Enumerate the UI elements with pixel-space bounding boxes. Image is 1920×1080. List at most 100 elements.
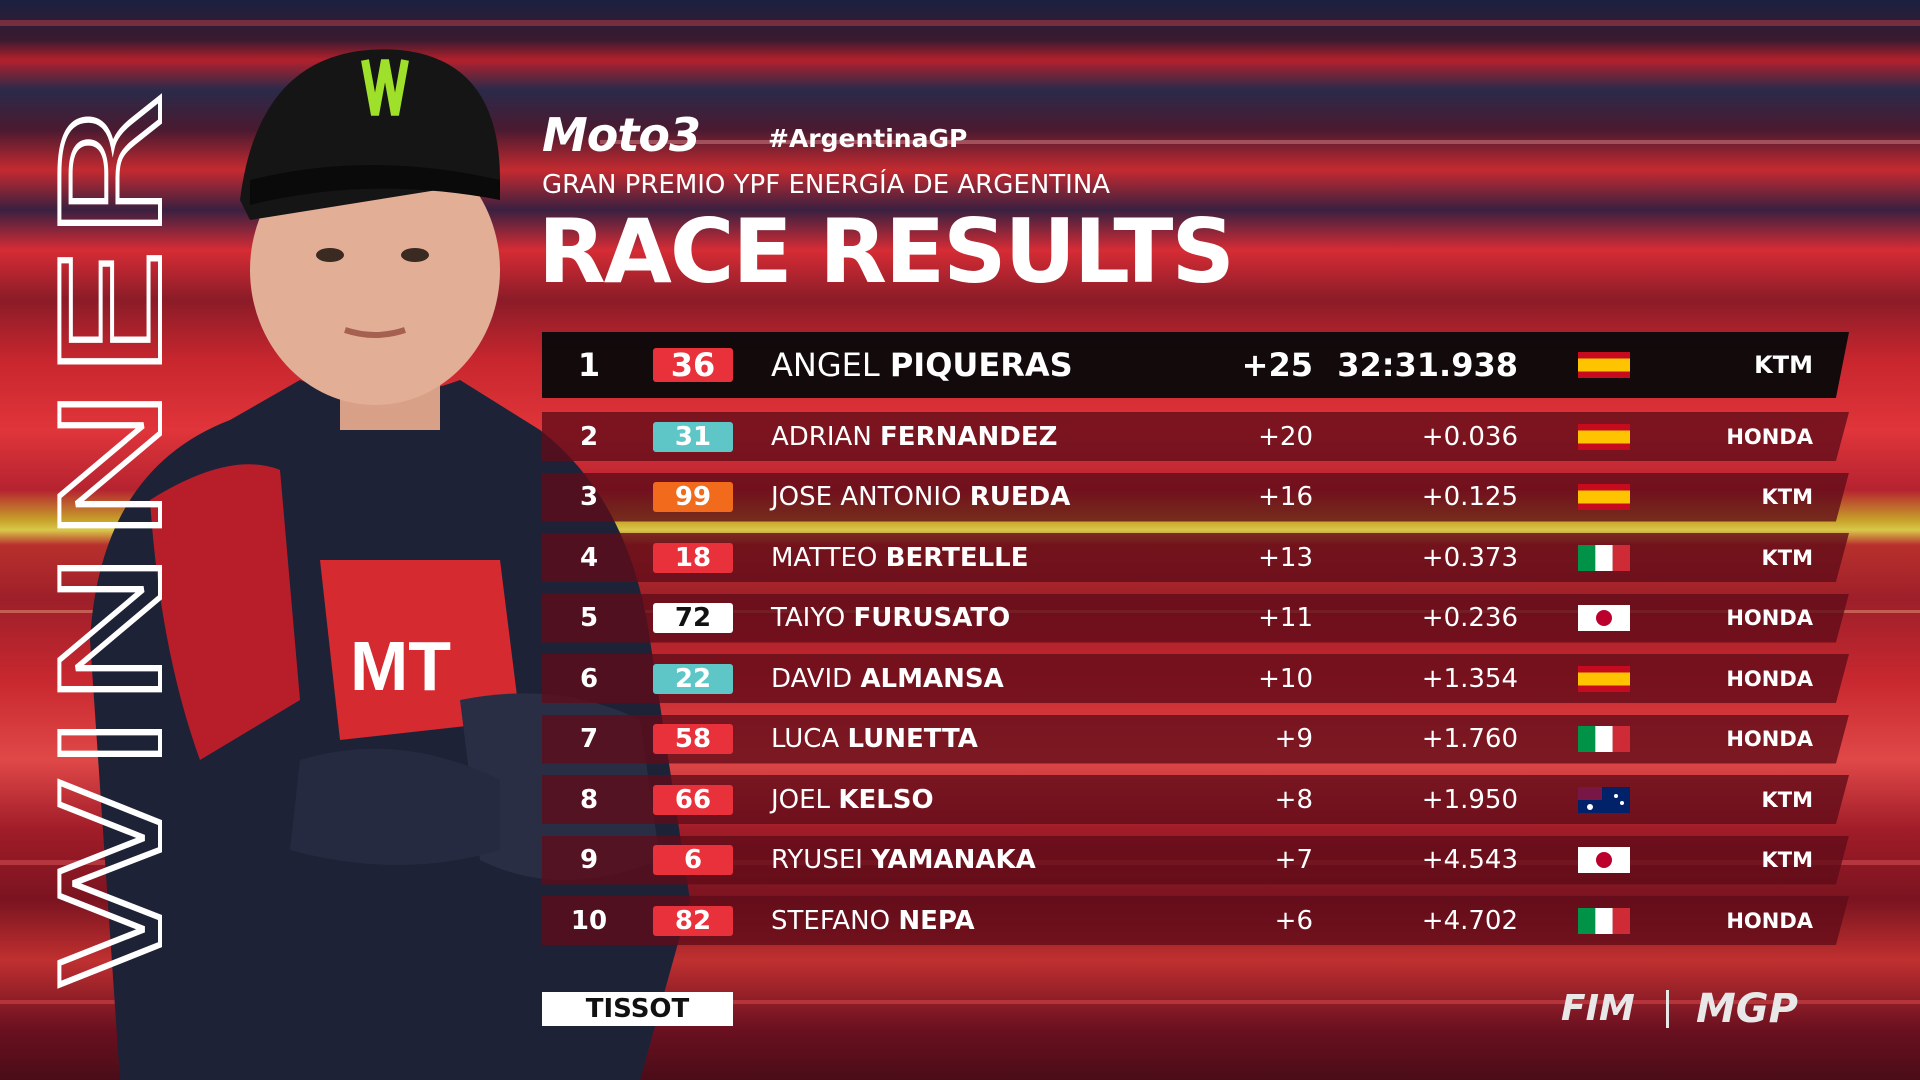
points: +25 — [1241, 346, 1313, 384]
rider-number: 36 — [653, 348, 733, 382]
flag — [1578, 726, 1630, 752]
title: RACE RESULTS — [538, 200, 1235, 303]
position: 10 — [570, 905, 608, 936]
time: +4.702 — [1421, 905, 1518, 936]
result-row: 7 58 LUCA LUNETTA +9 +1.760 HONDA — [542, 714, 1849, 764]
row-background — [542, 412, 1849, 461]
first-name: ANGEL — [771, 346, 880, 384]
time: +0.125 — [1421, 482, 1518, 512]
points: +11 — [1258, 603, 1313, 633]
first-name: RYUSEI — [771, 845, 863, 875]
position: 6 — [579, 663, 599, 694]
rider-number: 99 — [653, 482, 733, 512]
row-background — [542, 775, 1849, 824]
rider-number: 82 — [653, 905, 733, 936]
position: 3 — [579, 482, 599, 512]
position: 7 — [579, 724, 599, 754]
result-row: 4 18 MATTEO BERTELLE +13 +0.373 KTM — [542, 533, 1849, 582]
flag — [1578, 423, 1630, 450]
team: HONDA — [1726, 666, 1813, 691]
last-name: LUNETTA — [847, 724, 978, 754]
time: 32:31.938 — [1337, 346, 1518, 384]
time: +0.236 — [1421, 603, 1518, 633]
result-row: 1 36 ANGEL PIQUERAS +25 32:31.938 KTM — [542, 332, 1849, 398]
result-row: 9 6 RYUSEI YAMANAKA +7 +4.543 KTM — [542, 835, 1849, 885]
winner-label: WINNER — [32, 92, 193, 992]
points: +13 — [1258, 542, 1313, 573]
result-row: 10 82 STEFANO NEPA +6 +4.702 HONDA — [542, 896, 1849, 945]
last-name: BERTELLE — [885, 542, 1029, 573]
time: +4.543 — [1421, 845, 1518, 875]
mgp-logo: MGP — [1696, 986, 1798, 1032]
row-background — [542, 533, 1849, 582]
team: KTM — [1761, 485, 1814, 509]
sponsor-logo: TISSOT — [542, 992, 733, 1026]
rider-number: 18 — [653, 542, 733, 573]
flag — [1578, 605, 1630, 631]
flag — [1578, 352, 1630, 378]
row-background — [542, 593, 1849, 643]
points: +6 — [1274, 905, 1313, 936]
flag-icon — [1578, 544, 1630, 571]
rider-number: 6 — [653, 845, 733, 875]
first-name: STEFANO — [771, 905, 891, 936]
row-background — [542, 714, 1849, 764]
first-name: ADRIAN — [771, 421, 872, 452]
time: +1.950 — [1421, 784, 1518, 815]
flag — [1578, 907, 1630, 934]
points: +10 — [1258, 663, 1313, 694]
position: 9 — [579, 845, 599, 875]
rider-name: TAIYO FURUSATO — [771, 603, 1010, 633]
time: +0.373 — [1421, 542, 1518, 573]
rider-name: JOEL KELSO — [771, 785, 934, 815]
rider-portrait: MT — [90, 49, 690, 1080]
flag — [1578, 484, 1630, 510]
flag-icon — [1578, 665, 1630, 692]
result-row: 2 31 ADRIAN FERNANDEZ +20 +0.036 HONDA — [542, 412, 1849, 461]
rider-number: 58 — [653, 724, 733, 754]
position: 2 — [579, 421, 599, 452]
flag-icon — [1578, 726, 1630, 752]
team: HONDA — [1726, 606, 1813, 630]
rider-number: 22 — [653, 663, 733, 694]
result-row: 8 66 JOEL KELSO +8 +1.950 KTM — [542, 775, 1849, 824]
last-name: KELSO — [838, 784, 934, 815]
series-logo: Moto3 — [542, 108, 701, 162]
last-name: RUEDA — [969, 482, 1071, 512]
subtitle: GRAN PREMIO YPF ENERGÍA DE ARGENTINA — [542, 170, 1111, 200]
last-name: FERNANDEZ — [880, 421, 1058, 452]
points: +8 — [1274, 784, 1313, 815]
team: KTM — [1761, 787, 1814, 812]
last-name: YAMANAKA — [871, 845, 1036, 875]
last-name: FURUSATO — [853, 603, 1011, 633]
flag — [1578, 665, 1630, 692]
row-background — [542, 472, 1849, 522]
rider-number: 31 — [653, 421, 733, 452]
position: 8 — [579, 784, 599, 815]
team: HONDA — [1726, 727, 1813, 751]
first-name: TAIYO — [771, 603, 846, 633]
result-row: 6 22 DAVID ALMANSA +10 +1.354 HONDA — [542, 654, 1849, 703]
rider-name: STEFANO NEPA — [771, 906, 975, 936]
team: KTM — [1761, 848, 1814, 872]
flag-icon — [1578, 423, 1630, 450]
team: KTM — [1761, 545, 1814, 570]
position: 5 — [579, 603, 599, 633]
last-name: PIQUERAS — [889, 346, 1073, 384]
flag — [1578, 847, 1630, 873]
points: +16 — [1258, 482, 1313, 512]
team: HONDA — [1726, 908, 1813, 933]
time: +1.354 — [1421, 663, 1518, 694]
svg-text:MT: MT — [350, 627, 451, 705]
points: +20 — [1258, 421, 1313, 452]
team: KTM — [1754, 351, 1813, 379]
flag-icon — [1578, 786, 1630, 813]
first-name: DAVID — [771, 663, 853, 694]
rider-number: 66 — [653, 784, 733, 815]
points: +7 — [1274, 845, 1313, 875]
row-background — [542, 835, 1849, 885]
hashtag: #ArgentinaGP — [768, 124, 968, 153]
first-name: LUCA — [771, 724, 840, 754]
